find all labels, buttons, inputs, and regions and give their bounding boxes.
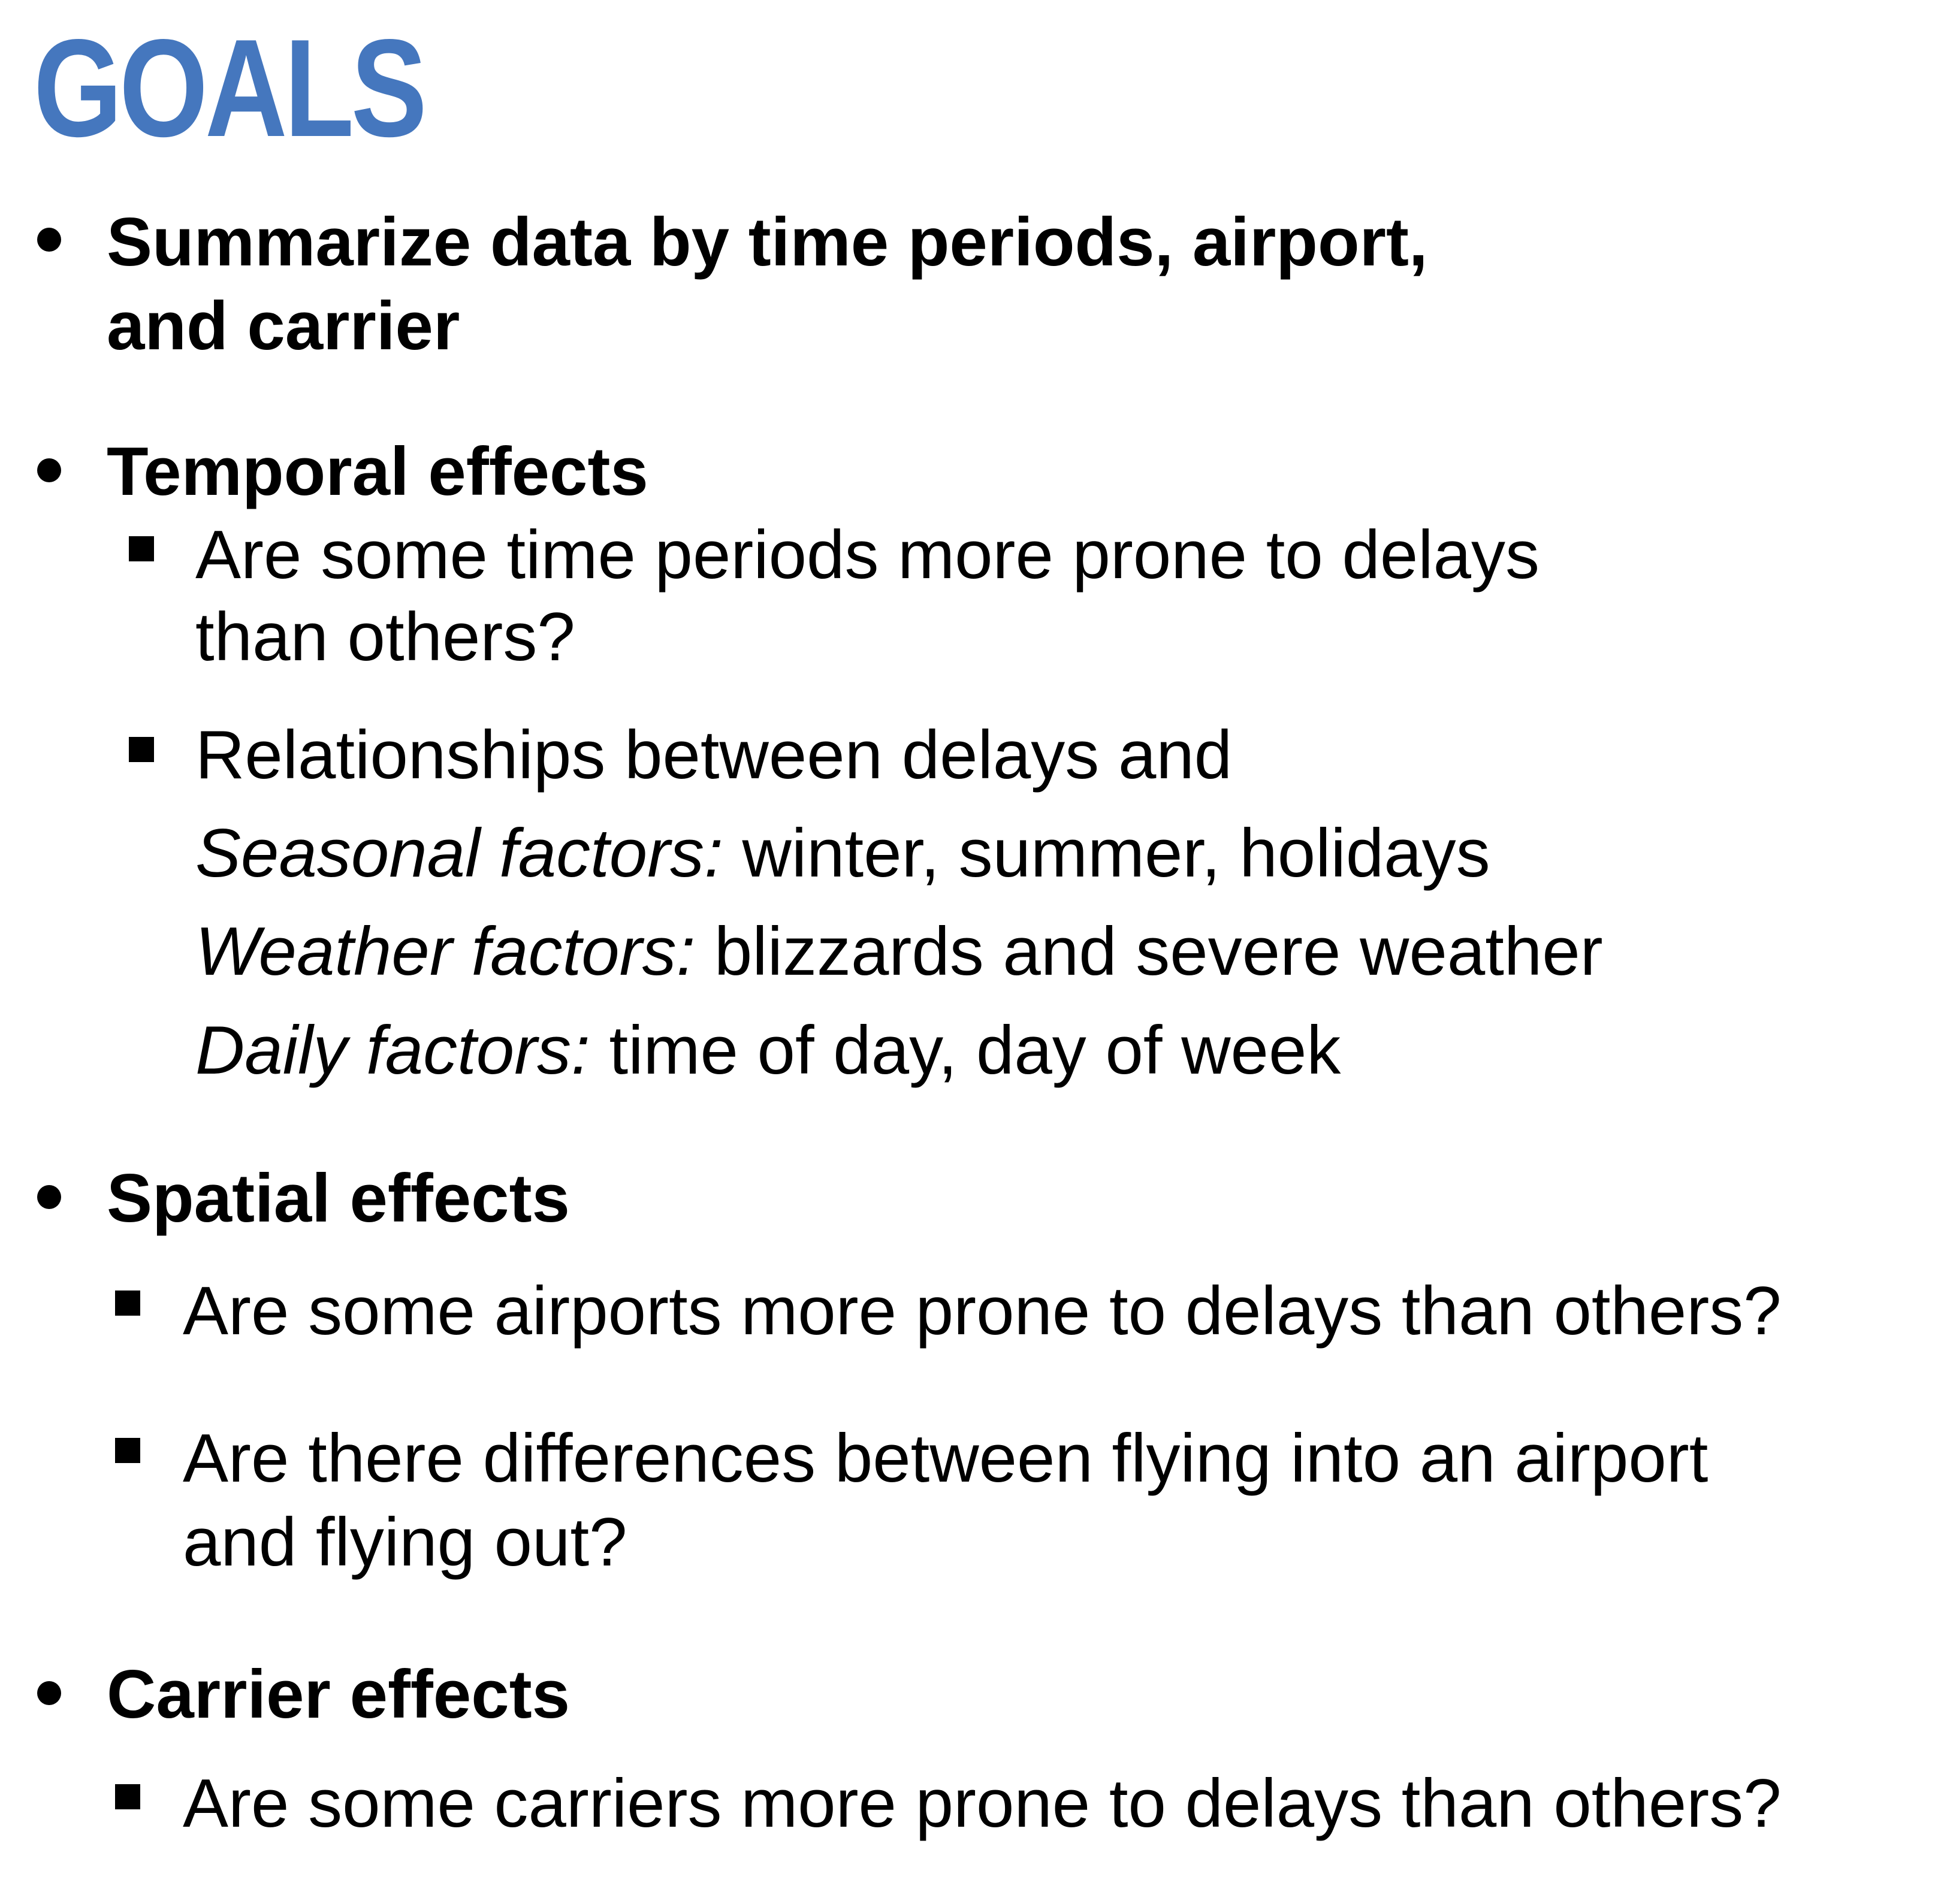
bullet-square-icon [129, 536, 154, 561]
spatial-item-2-line-1: Are there differences between flying int… [183, 1421, 1708, 1497]
seasonal-factors-label: Seasonal factors: [195, 815, 723, 891]
bullet-square-icon [129, 737, 154, 762]
section-spatial-heading: Spatial effects [107, 1160, 570, 1237]
seasonal-factors-text: winter, summer, holidays [723, 815, 1490, 891]
spatial-item-2-line-2: and flying out? [183, 1504, 627, 1580]
daily-factors-line: Daily factors: time of day, day of week [195, 1017, 1341, 1085]
section-temporal-heading: Temporal effects [107, 434, 648, 510]
temporal-item-2-line-1: Relationships between delays and [195, 717, 1233, 793]
weather-factors-text: blizzards and severe weather [695, 914, 1603, 990]
temporal-item-1-line-2: than others? [195, 599, 575, 675]
bullet-dot-icon [37, 228, 61, 252]
section-carrier-heading: Carrier effects [107, 1657, 570, 1733]
bullet-dot-icon [37, 1185, 61, 1209]
bullet-square-icon [115, 1784, 140, 1809]
weather-factors-label: Weather factors: [195, 914, 696, 990]
bullet-dot-icon [37, 458, 61, 482]
bullet-dot-icon [37, 1681, 61, 1705]
temporal-item-1-line-1: Are some time periods more prone to dela… [195, 517, 1540, 593]
slide-title: GOALS [34, 11, 427, 166]
section-summarize-line-2: and carrier [107, 288, 460, 364]
seasonal-factors-line: Seasonal factors: winter, summer, holida… [195, 820, 1490, 888]
daily-factors-label: Daily factors: [195, 1013, 590, 1089]
bullet-square-icon [115, 1291, 140, 1316]
spatial-item-1-line-1: Are some airports more prone to delays t… [183, 1273, 1782, 1349]
daily-factors-text: time of day, day of week [590, 1013, 1341, 1089]
weather-factors-line: Weather factors: blizzards and severe we… [195, 918, 1603, 986]
bullet-square-icon [115, 1438, 140, 1463]
section-summarize-line-1: Summarize data by time periods, airport, [107, 204, 1428, 280]
carrier-item-1-line-1: Are some carriers more prone to delays t… [183, 1766, 1782, 1842]
